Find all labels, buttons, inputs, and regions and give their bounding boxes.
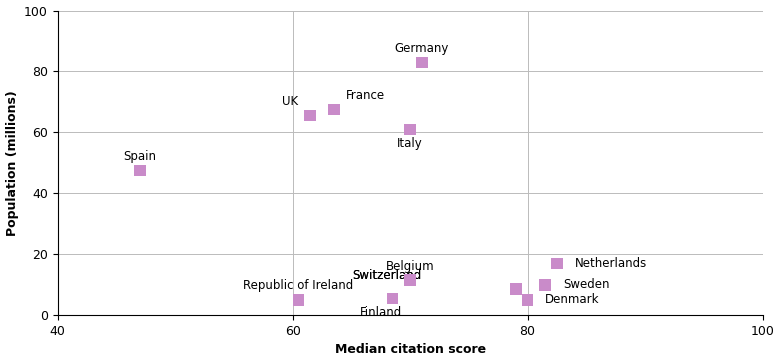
Text: Denmark: Denmark <box>545 294 600 307</box>
Point <box>521 297 534 303</box>
Point <box>509 286 522 292</box>
Point <box>328 107 340 113</box>
Text: Netherlands: Netherlands <box>575 257 647 270</box>
Text: Italy: Italy <box>397 137 423 150</box>
Point <box>404 277 417 283</box>
Point <box>386 295 399 301</box>
Point <box>539 282 551 287</box>
Y-axis label: Population (millions): Population (millions) <box>5 90 19 236</box>
Text: Belgium: Belgium <box>386 260 434 273</box>
X-axis label: Median citation score: Median citation score <box>335 344 486 357</box>
Point <box>416 59 428 65</box>
Point <box>304 113 317 118</box>
Point <box>404 126 417 132</box>
Text: France: France <box>346 89 385 102</box>
Text: Republic of Ireland: Republic of Ireland <box>243 279 353 292</box>
Text: Switzerland: Switzerland <box>352 269 421 282</box>
Text: UK: UK <box>282 95 299 108</box>
Text: Sweden: Sweden <box>563 278 609 291</box>
Text: Finland: Finland <box>360 306 402 319</box>
Text: Spain: Spain <box>123 150 157 163</box>
Text: Germany: Germany <box>395 42 449 55</box>
Point <box>551 261 563 266</box>
Point <box>292 297 305 303</box>
Text: Switzerland: Switzerland <box>352 269 421 282</box>
Point <box>133 168 146 173</box>
